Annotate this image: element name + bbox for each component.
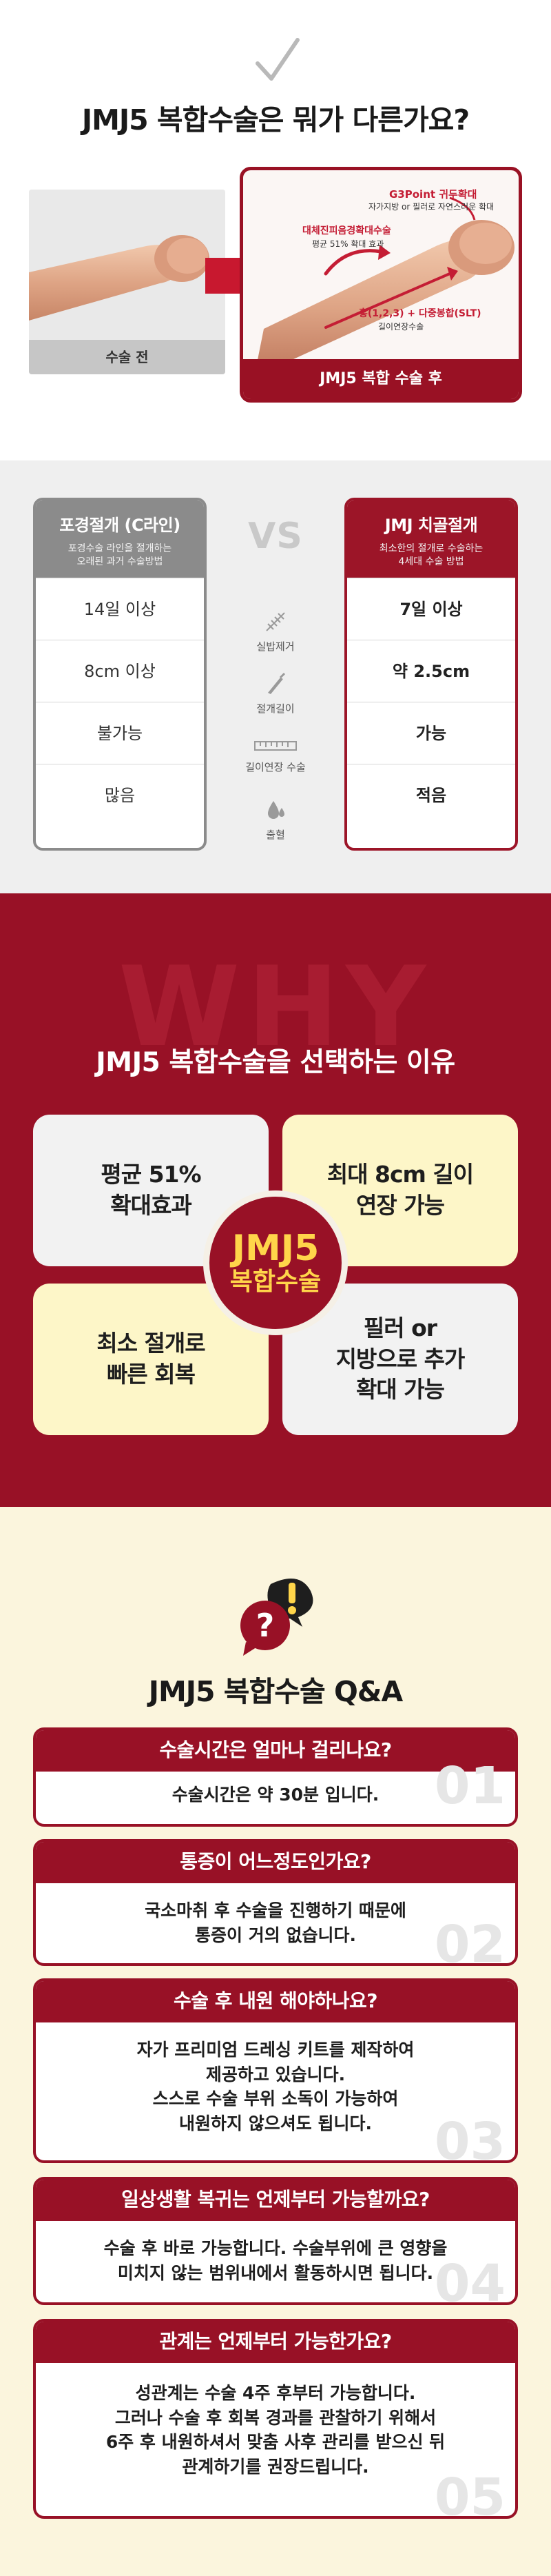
qa-item: 통증이 어느정도인가요? 국소마취 후 수술을 진행하기 때문에 통증이 거의 …	[33, 1839, 518, 1966]
qa-answer-line: 자가 프리미엄 드레싱 키트를 제작하여	[136, 2040, 415, 2060]
reason-line: 최대 8cm 길이	[326, 1161, 474, 1188]
qa-number: 02	[435, 1915, 506, 1966]
qa-answer: 성관계는 수술 4주 후부터 가능합니다. 그러나 수술 후 회복 경과를 관찰…	[36, 2363, 515, 2519]
qa-answer: 국소마취 후 수술을 진행하기 때문에 통증이 거의 없습니다. 02	[36, 1883, 515, 1966]
jmj-method-subtitle-line2: 4세대 수술 방법	[398, 556, 464, 567]
qa-question: 수술 후 내원 해야하나요?	[36, 1981, 515, 2022]
qa-number: 04	[435, 2254, 506, 2305]
old-method-subtitle: 포경수술 라인을 절개하는 오래된 과거 수술방법	[36, 542, 204, 569]
criteria-bleeding: 출혈	[220, 798, 331, 842]
old-method-header: 포경절개 (C라인) 포경수술 라인을 절개하는 오래된 과거 수술방법	[36, 500, 204, 578]
qa-answer-line: 수술 후 바로 가능합니다. 수술부위에 큰 영향을	[103, 2238, 448, 2258]
old-method-row: 많음	[36, 764, 204, 826]
jmj-method-title: JMJ 치골절개	[384, 516, 478, 535]
qa-answer-line: 내원하지 않으셔도 됩니다.	[179, 2113, 372, 2133]
qa-answer-line: 성관계는 수술 4주 후부터 가능합니다.	[135, 2383, 416, 2403]
svg-text:?: ?	[256, 1607, 275, 1644]
criteria-lengthening: 길이연장 수술	[220, 736, 331, 774]
jmj-method-header: JMJ 치골절개 최소한의 절개로 수술하는 4세대 수술 방법	[347, 500, 515, 578]
jmj-method-row: 7일 이상	[347, 578, 515, 640]
qa-number: 01	[435, 1756, 506, 1816]
qa-number: 03	[435, 2112, 506, 2163]
criteria-incision-length: 절개길이	[220, 672, 331, 716]
old-method-title: 포경절개 (C라인)	[59, 516, 180, 535]
old-method-row: 8cm 이상	[36, 640, 204, 702]
vs-label: VS	[248, 516, 303, 557]
qa-answer-line: 스스로 수술 부위 소독이 가능하여	[152, 2089, 399, 2109]
center-badge-line1: JMJ5	[231, 1228, 320, 1269]
old-method-subtitle-line1: 포경수술 라인을 절개하는	[67, 543, 172, 554]
jmj-method-row: 적음	[347, 764, 515, 826]
annotation-g3point: G3Point 귀두확대	[389, 188, 477, 201]
qa-answer: 자가 프리미엄 드레싱 키트를 제작하여 제공하고 있습니다. 스스로 수술 부…	[36, 2022, 515, 2163]
qa-question: 통증이 어느정도인가요?	[36, 1842, 515, 1883]
annotation-g3point-sub: 자가지방 or 필러로 자연스러운 확대	[368, 202, 495, 212]
center-badge-line2: 복합수술	[229, 1267, 322, 1296]
reason-line: 필러 or	[363, 1315, 437, 1342]
qa-item: 관계는 언제부터 가능한가요? 성관계는 수술 4주 후부터 가능합니다. 그러…	[33, 2319, 518, 2519]
qa-item: 일상생활 복귀는 언제부터 가능할까요? 수술 후 바로 가능합니다. 수술부위…	[33, 2177, 518, 2305]
center-badge: JMJ5 복합수술	[203, 1190, 348, 1335]
qa-item: 수술시간은 얼마나 걸리나요? 수술시간은 약 30분 입니다. 01	[33, 1727, 518, 1827]
reason-line: 평균 51%	[101, 1161, 201, 1188]
before-label: 수술 전	[29, 340, 225, 374]
jmj-method-row: 가능	[347, 702, 515, 764]
qa-answer: 수술시간은 약 30분 입니다. 01	[36, 1761, 515, 1812]
after-card: G3Point 귀두확대 자가지방 or 필러로 자연스러운 확대 대체진피음경…	[240, 167, 522, 403]
reason-line: 확대 가능	[356, 1376, 445, 1403]
annotation-slt-sub: 길이연장수술	[378, 322, 424, 332]
qa-answer-line: 수술시간은 약 30분 입니다.	[171, 1785, 380, 1805]
blood-drop-icon	[268, 801, 284, 819]
question-exclamation-icon: ?	[240, 1579, 313, 1656]
old-method-row: 불가능	[36, 702, 204, 764]
reason-line: 확대효과	[110, 1192, 191, 1219]
qa-title: JMJ5 복합수술 Q&A	[148, 1675, 404, 1708]
annotation-dermal: 대체진피음경확대수술	[302, 225, 391, 236]
qa-question: 일상생활 복귀는 언제부터 가능할까요?	[36, 2180, 515, 2221]
qa-question: 관계는 언제부터 가능한가요?	[36, 2322, 515, 2363]
old-method-column: 포경절개 (C라인) 포경수술 라인을 절개하는 오래된 과거 수술방법 14일…	[33, 498, 207, 851]
qa-answer-line: 국소마취 후 수술을 진행하기 때문에	[145, 1900, 406, 1920]
jmj-method-subtitle: 최소한의 절개로 수술하는 4세대 수술 방법	[347, 542, 515, 569]
before-illustration	[29, 190, 225, 340]
criteria-label: 출혈	[266, 829, 285, 841]
qa-answer-line: 6주 후 내원하셔서 맞춤 사후 관리를 받으신 뒤	[105, 2432, 446, 2452]
reason-line: 최소 절개로	[96, 1330, 205, 1357]
qa-answer-line: 그러나 수술 후 회복 경과를 관찰하기 위해서	[114, 2407, 437, 2428]
jmj-method-column: JMJ 치골절개 최소한의 절개로 수술하는 4세대 수술 방법 7일 이상 약…	[344, 498, 518, 851]
old-method-row: 14일 이상	[36, 578, 204, 640]
qa-answer-line: 제공하고 있습니다.	[205, 2064, 346, 2085]
stitch-icon	[266, 612, 285, 631]
ruler-icon	[254, 741, 297, 751]
jmj-method-subtitle-line1: 최소한의 절개로 수술하는	[379, 543, 484, 554]
qa-number: 05	[435, 2468, 506, 2519]
qa-question: 수술시간은 얼마나 걸리나요?	[36, 1730, 515, 1772]
reason-box-recovery: 최소 절개로 빠른 회복	[33, 1284, 269, 1435]
before-card: 수술 전	[29, 190, 225, 374]
reason-line: 지방으로 추가	[335, 1345, 466, 1372]
annotation-slt: 홍(1,2,3) + 다중봉합(SLT)	[359, 308, 481, 319]
criteria-stitch-removal: 실밥제거	[220, 610, 331, 653]
qa-item: 수술 후 내원 해야하나요? 자가 프리미엄 드레싱 키트를 제작하여 제공하고…	[33, 1978, 518, 2163]
criteria-label: 길이연장 수술	[245, 761, 306, 773]
scalpel-icon	[268, 672, 286, 694]
checkmark-icon	[256, 38, 300, 81]
section-title: JMJ5 복합수술은 뭐가 다른가요?	[81, 103, 470, 136]
after-illustration	[257, 196, 514, 363]
reason-line: 빠른 회복	[107, 1361, 196, 1388]
why-title: JMJ5 복합수술을 선택하는 이유	[96, 1047, 455, 1078]
criteria-label: 실밥제거	[256, 640, 295, 653]
jmj-method-row: 약 2.5cm	[347, 640, 515, 702]
old-method-subtitle-line2: 오래된 과거 수술방법	[76, 556, 163, 567]
after-label: JMJ5 복합 수술 후	[243, 359, 519, 399]
qa-answer: 수술 후 바로 가능합니다. 수술부위에 큰 영향을 미치지 않는 범위내에서 …	[36, 2221, 515, 2305]
criteria-label: 절개길이	[256, 702, 295, 715]
annotation-dermal-sub: 평균 51% 확대 효과	[312, 239, 384, 249]
why-background-word: WHY	[118, 942, 433, 1071]
qa-answer-line: 통증이 거의 없습니다.	[195, 1925, 356, 1945]
reason-line: 연장 가능	[356, 1192, 445, 1219]
qa-answer-line: 미치지 않는 범위내에서 활동하시면 됩니다.	[117, 2262, 434, 2283]
qa-answer-line: 관계하기를 권장드립니다.	[182, 2456, 369, 2477]
